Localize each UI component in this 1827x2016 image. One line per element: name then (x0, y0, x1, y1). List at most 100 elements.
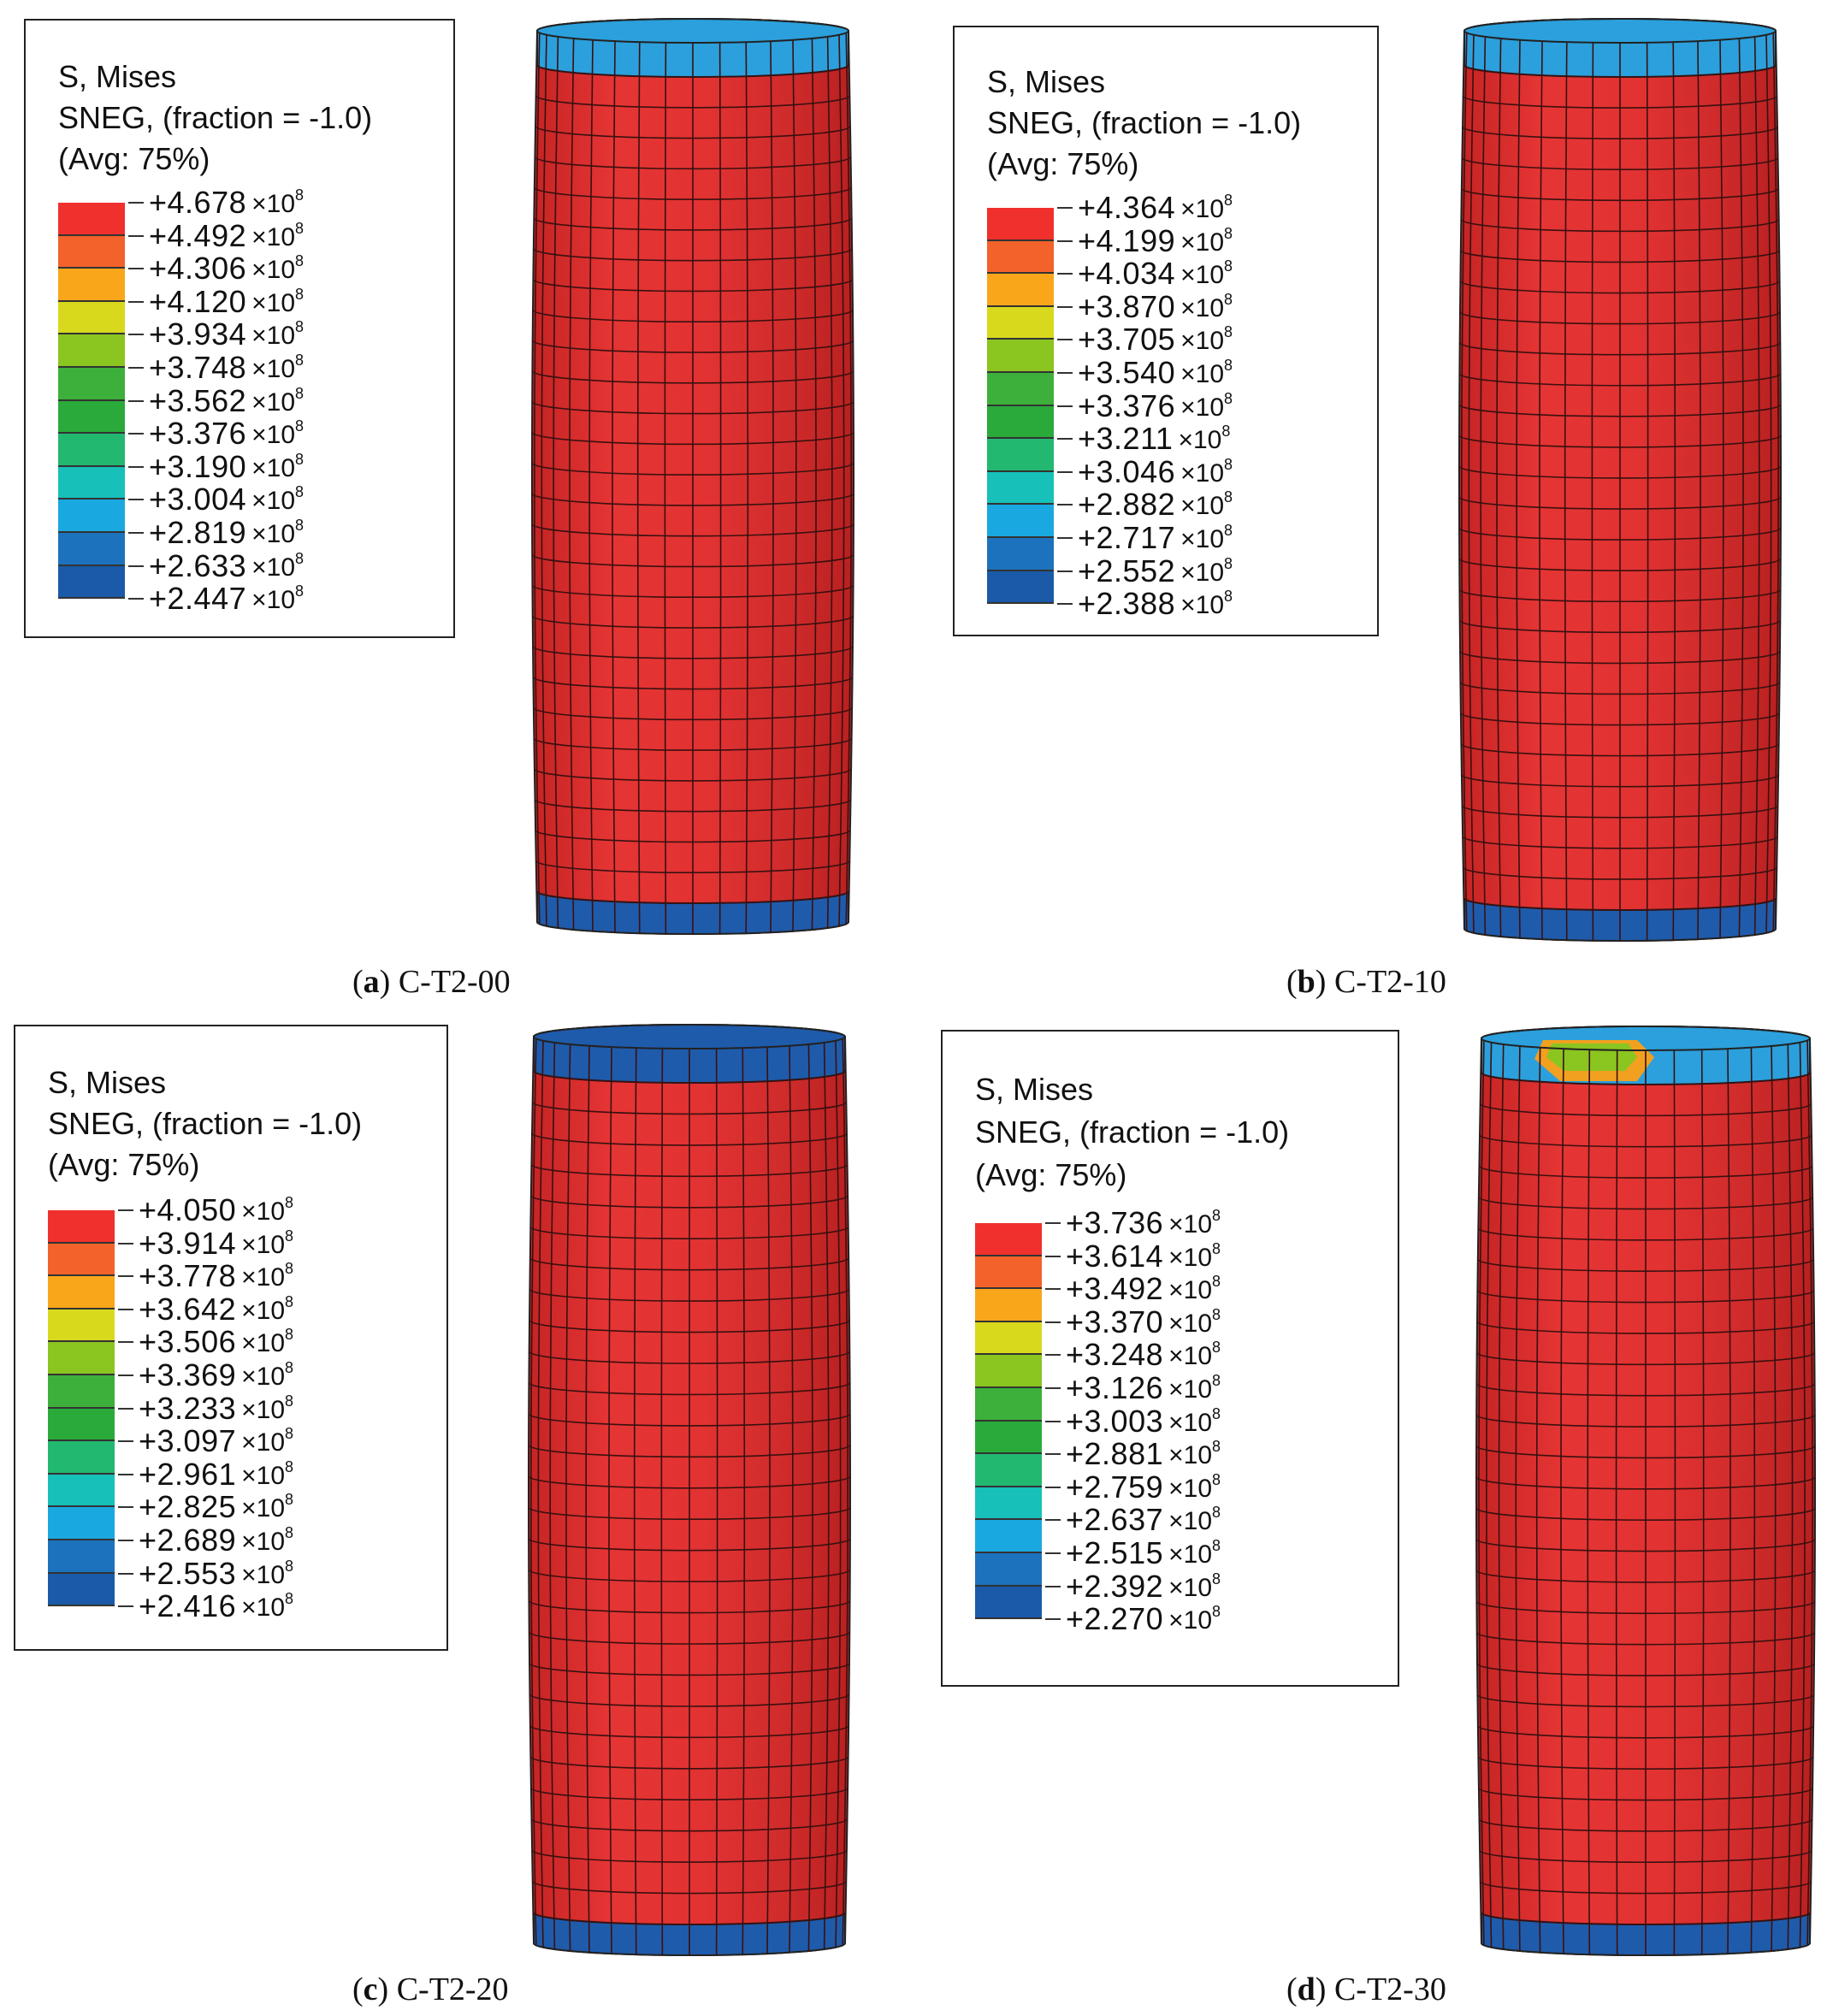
mesh-line-v (766, 1047, 771, 1954)
legend-multiplier: ×108 (1180, 224, 1233, 257)
legend-tick (128, 334, 144, 336)
legend-tick (1045, 1585, 1061, 1587)
legend-value-row: +3.046 ×108 (1057, 454, 1233, 489)
legend-title: S, Mises (987, 64, 1106, 99)
legend-multiplier: ×108 (251, 450, 304, 482)
mesh-line-v (1738, 38, 1744, 937)
legend-multiplier: ×108 (1168, 1537, 1221, 1569)
legend-avg: (Avg: 75%) (987, 146, 1139, 181)
mesh-line-v (585, 1045, 590, 1953)
legend-value-row: +3.642 ×108 (118, 1292, 293, 1327)
legend-multiplier: ×108 (241, 1194, 294, 1226)
mesh-line-v (1498, 1043, 1505, 1950)
legend-value: +3.540 (1078, 355, 1176, 390)
legend-tick (1057, 537, 1073, 539)
legend-tick (118, 1341, 133, 1344)
legend-value: +2.270 (1066, 1601, 1164, 1637)
mesh-line-v (715, 1048, 718, 1955)
legend-value: +3.506 (139, 1324, 237, 1360)
color-bar-segment (48, 1375, 115, 1409)
mesh-line-v (789, 1045, 794, 1953)
mesh-line-v (807, 1043, 813, 1952)
legend-value-row: +3.097 ×108 (118, 1423, 293, 1459)
legend-multiplier: ×108 (1180, 357, 1233, 388)
legend-tick (1045, 1222, 1061, 1224)
cylinder-model-a (530, 18, 855, 935)
legend-multiplier: ×108 (1180, 389, 1233, 422)
legend-value: +3.003 (1066, 1403, 1164, 1439)
mesh-line-v (1461, 33, 1468, 931)
legend-value-row: +2.388 ×108 (1057, 586, 1233, 622)
mesh-line-v (553, 36, 559, 929)
legend-tick (1057, 207, 1073, 209)
legend-value: +2.388 (1078, 586, 1176, 622)
legend-tick (1057, 339, 1073, 341)
legend-value: +3.748 (149, 350, 247, 385)
legend-value-row: +2.552 ×108 (1057, 553, 1233, 588)
legend-value-row: +4.120 ×108 (128, 284, 304, 319)
legend-tick (1045, 1354, 1061, 1357)
legend-value-row: +3.370 ×108 (1045, 1304, 1221, 1339)
mesh-line-v (842, 1038, 848, 1946)
top-rim (533, 1024, 846, 1049)
mesh-line-v (742, 1048, 746, 1955)
mesh-line-v (1697, 41, 1701, 940)
legend-value: +3.233 (139, 1390, 237, 1426)
mesh-line-v (534, 33, 541, 925)
mesh-line-v (745, 42, 749, 934)
mesh-line-v (1787, 1043, 1794, 1950)
legend-multiplier: ×108 (1168, 1404, 1221, 1437)
mesh-line-v (1673, 1049, 1676, 1955)
cylinder-model-d (1475, 1026, 1817, 1956)
color-bar-segment (58, 466, 125, 500)
legend-multiplier: ×108 (241, 1392, 294, 1424)
legend-value: +3.248 (1066, 1337, 1164, 1373)
mesh-line-v (826, 36, 833, 929)
mesh-line-v (1515, 1045, 1521, 1952)
legend-subtitle: SNEG, (fraction = -1.0) (987, 105, 1302, 140)
legend-b: S, Mises SNEG, (fraction = -1.0) (Avg: 7… (953, 26, 1379, 636)
mesh-line-v (530, 1038, 537, 1946)
legend-tick (128, 565, 144, 567)
legend-tick (1045, 1453, 1061, 1456)
mesh-line-v (845, 33, 852, 925)
color-bar-segment (58, 367, 125, 401)
legend-tick (128, 399, 144, 402)
legend-value-row: +2.759 ×108 (1045, 1469, 1221, 1505)
legend-tick (1045, 1387, 1061, 1389)
cylinder-model-c (527, 1024, 852, 1956)
color-bar-segment (48, 1342, 115, 1375)
legend-tick (118, 1275, 133, 1278)
legend-value: +2.447 (149, 581, 247, 617)
legend-value: +3.370 (1066, 1304, 1164, 1339)
legend-value-row: +3.705 ×108 (1057, 322, 1233, 357)
color-bar-segment (48, 1309, 115, 1343)
legend-value: +4.034 (1078, 256, 1176, 292)
legend-value: +3.097 (139, 1423, 237, 1459)
legend-value-row: +3.004 ×108 (128, 482, 304, 517)
legend-tick (1045, 1519, 1061, 1522)
legend-value-row: +4.199 ×108 (1057, 223, 1233, 258)
color-bar-segment (987, 439, 1054, 472)
legend-tick (118, 1242, 133, 1244)
color-bar-segment (58, 400, 125, 435)
mesh-line-v (823, 1042, 830, 1950)
top-rim (1481, 1026, 1811, 1051)
color-bar-segment (58, 301, 125, 335)
color-bar-segment (58, 500, 125, 533)
mesh-line-v (1591, 42, 1594, 941)
legend-multiplier: ×108 (251, 417, 304, 450)
legend-multiplier: ×108 (1180, 455, 1233, 488)
legend-title: S, Mises (48, 1065, 167, 1100)
color-bar-segment (58, 565, 125, 600)
color-bar-segment (987, 240, 1054, 275)
legend-value: +2.552 (1078, 553, 1176, 588)
legend-value: +3.914 (139, 1225, 237, 1261)
legend-value-row: +3.736 ×108 (1045, 1205, 1221, 1240)
legend-value-row: +2.633 ×108 (128, 548, 304, 583)
legend-multiplier: ×108 (241, 1590, 294, 1623)
legend-multiplier: ×108 (241, 1491, 294, 1523)
legend-value: +3.211 (1078, 421, 1174, 457)
legend-tick (118, 1209, 133, 1211)
legend-value: +2.553 (139, 1555, 237, 1591)
